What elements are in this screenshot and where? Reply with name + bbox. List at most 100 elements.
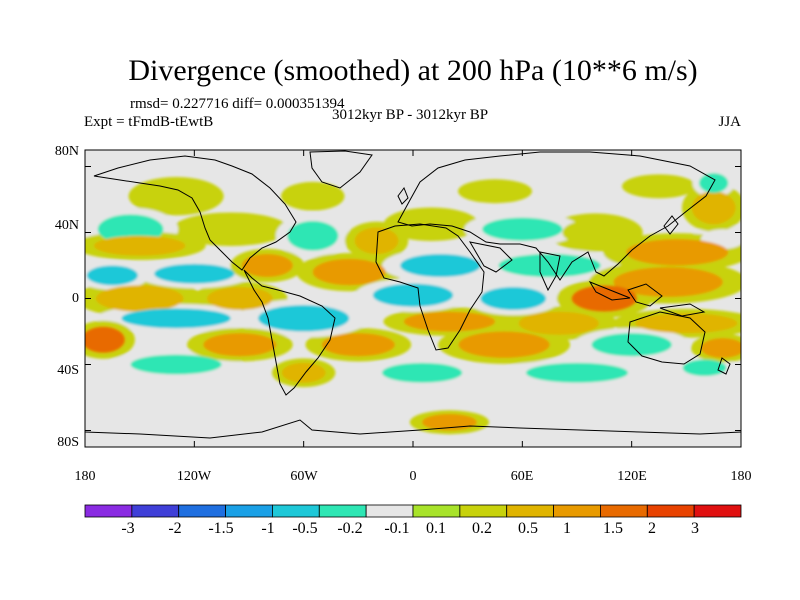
greenland-coast (309, 150, 373, 189)
divergence-region (86, 265, 138, 286)
divergence-region (290, 186, 335, 207)
colorbar-label: -3 (121, 520, 134, 537)
colorbar-swatch (178, 504, 226, 518)
divergence-region (626, 239, 729, 266)
colorbar (84, 504, 742, 518)
divergence-region (130, 354, 222, 375)
divergence-region (469, 183, 521, 200)
colorbar-label: -2 (168, 520, 181, 537)
eurasia-coast (397, 151, 716, 281)
colorbar-swatch (84, 504, 133, 518)
divergence-region (591, 333, 672, 357)
divergence-region (458, 331, 550, 358)
colorbar-label: -1 (261, 520, 274, 537)
colorbar-label: -0.5 (292, 520, 317, 537)
x-tick-label: 180 (731, 469, 752, 484)
colorbar-swatch (225, 504, 273, 518)
y-tick-label: 40S (57, 363, 79, 378)
colorbar-label: -0.1 (384, 520, 409, 537)
divergence-field (85, 168, 741, 435)
coastlines (85, 150, 741, 439)
colorbar-swatch (272, 504, 320, 518)
north-america-coast (93, 155, 297, 271)
colorbar-swatch (412, 504, 461, 518)
divergence-region (281, 362, 326, 383)
colorbar-labels: -3 -2 -1.5 -1 -0.5 -0.2 -0.1 0.1 0.2 0.5… (121, 520, 699, 537)
divergence-region (691, 191, 736, 225)
y-tick-label: 0 (72, 291, 79, 306)
divergence-region (571, 285, 638, 312)
divergence-region (400, 253, 481, 278)
divergence-region (121, 308, 231, 329)
australia-coast (627, 311, 706, 365)
japan-coast (663, 215, 679, 235)
divergence-region (241, 253, 293, 278)
divergence-region (518, 311, 599, 335)
divergence-region (525, 362, 629, 383)
divergence-region (190, 217, 271, 241)
divergence-region (287, 220, 339, 251)
y-tick-label: 80N (55, 144, 79, 159)
divergence-region (321, 333, 395, 357)
africa-coast (375, 223, 485, 351)
divergence-region (95, 285, 184, 312)
divergence-region (203, 333, 277, 357)
x-tick-label: 120E (617, 469, 647, 484)
south-america-coast (243, 269, 336, 396)
divergence-region (635, 313, 738, 334)
arabia-coast (469, 241, 513, 273)
axis-tick-marks (84, 150, 742, 447)
season-label: JJA (718, 114, 741, 130)
divergence-region (403, 311, 496, 332)
x-tick-label: 180 (75, 469, 96, 484)
map-panel (84, 149, 742, 448)
maritime-continent-coast (588, 280, 706, 317)
x-tick-label: 60W (290, 469, 318, 484)
colorbar-swatch (459, 504, 508, 518)
period-label: 3012kyr BP - 3012kyr BP (332, 107, 488, 123)
colorbar-label: 1.5 (603, 520, 623, 537)
y-tick-label: 80S (57, 435, 79, 450)
divergence-region (682, 359, 727, 377)
divergence-region (382, 362, 463, 383)
x-tick-label: 60E (511, 469, 534, 484)
divergence-region (85, 326, 126, 353)
colorbar-label: 2 (648, 520, 656, 537)
colorbar-swatch (600, 504, 648, 518)
india-coast (539, 251, 561, 292)
divergence-region (354, 227, 399, 254)
colorbar-label: 0.1 (426, 520, 446, 537)
colorbar-label: -1.5 (208, 520, 233, 537)
colorbar-swatch (553, 504, 601, 518)
divergence-region (633, 178, 685, 195)
colorbar-label: 1 (563, 520, 571, 537)
colorbar-label: -0.2 (337, 520, 362, 537)
new-zealand-coast (717, 357, 731, 375)
stats-label: rmsd= 0.227716 diff= 0.000351394 (130, 96, 345, 112)
divergence-region (498, 253, 601, 278)
x-tick-label: 0 (410, 469, 417, 484)
divergence-region (482, 217, 563, 241)
colorbar-label: 0.2 (472, 520, 492, 537)
colorbar-swatch (693, 504, 742, 518)
divergence-region (154, 263, 235, 284)
british-isles-coast (397, 186, 409, 205)
divergence-region (94, 235, 186, 256)
divergence-region (700, 338, 741, 358)
y-axis: 80N 40N 0 40S 80S (55, 144, 79, 450)
x-axis: 180 120W 60W 0 60E 120E 180 (75, 469, 752, 484)
divergence-region (258, 305, 350, 332)
antarctica-coast (85, 419, 741, 439)
y-tick-label: 40N (55, 218, 79, 233)
divergence-region (207, 286, 273, 311)
colorbar-swatch (506, 504, 554, 518)
colorbar-swatch (318, 504, 367, 518)
experiment-label: Expt = tFmdB-tEwtB (84, 114, 213, 130)
colorbar-swatch (365, 504, 414, 518)
chart-title: Divergence (smoothed) at 200 hPa (10**6 … (128, 54, 697, 87)
divergence-region (312, 258, 386, 286)
divergence-region (562, 219, 629, 246)
divergence-region (372, 283, 454, 307)
colorbar-label: 0.5 (518, 520, 538, 537)
